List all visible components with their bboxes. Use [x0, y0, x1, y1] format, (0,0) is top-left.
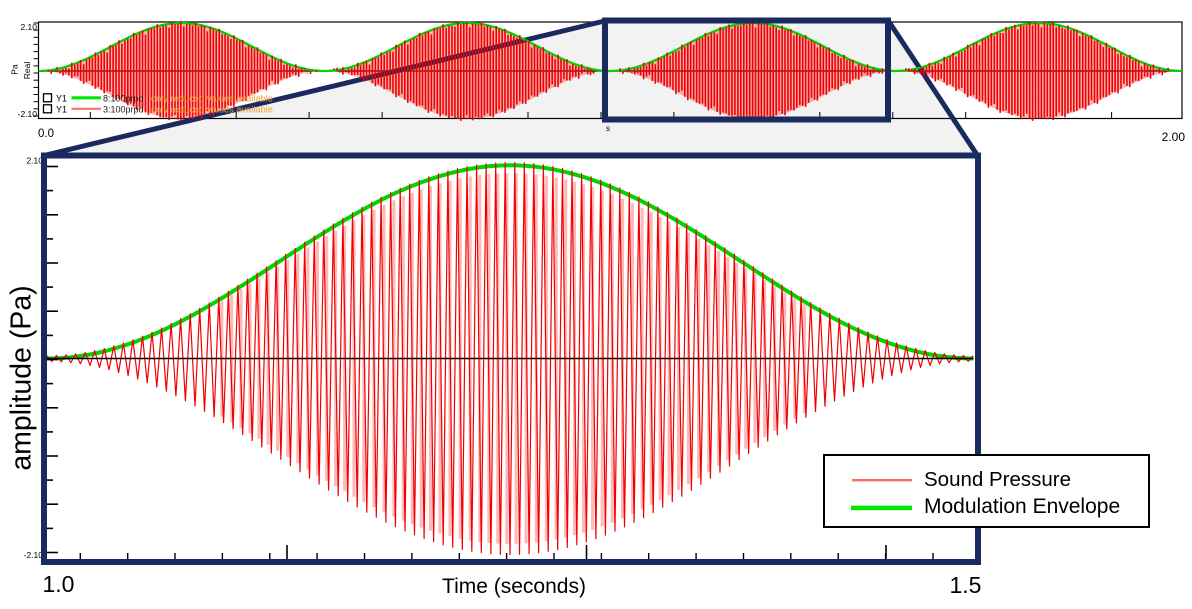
svg-text:Real: Real [22, 62, 32, 80]
svg-text:3:100prpd: 3:100prpd [103, 104, 144, 114]
svg-text:amplitude (Pa): amplitude (Pa) [6, 285, 38, 470]
svg-text:s: s [606, 124, 610, 133]
svg-text:Sound Pressure: Sound Pressure [924, 468, 1071, 491]
svg-text:2.10: 2.10 [20, 22, 37, 32]
svg-text:8:100prpd: 8:100prpd [103, 93, 144, 103]
svg-text:-2.10: -2.10 [18, 109, 38, 119]
svg-text:2.10: 2.10 [26, 156, 43, 166]
svg-text:1.5: 1.5 [950, 572, 982, 598]
svg-text:Modulation Envelope: Modulation Envelope [924, 495, 1120, 518]
svg-text:only reduced values available: only reduced values available [151, 93, 273, 103]
svg-text:Pa: Pa [10, 64, 20, 75]
svg-text:Y1: Y1 [56, 93, 67, 103]
svg-text:Time (seconds): Time (seconds) [442, 575, 586, 598]
svg-text:only reduced values available: only reduced values available [151, 104, 273, 114]
svg-text:2.00: 2.00 [1162, 130, 1186, 144]
svg-text:-2.10: -2.10 [24, 550, 44, 560]
svg-text:0.0: 0.0 [38, 128, 54, 140]
svg-text:Y1: Y1 [56, 104, 67, 114]
svg-text:1.0: 1.0 [43, 571, 75, 597]
